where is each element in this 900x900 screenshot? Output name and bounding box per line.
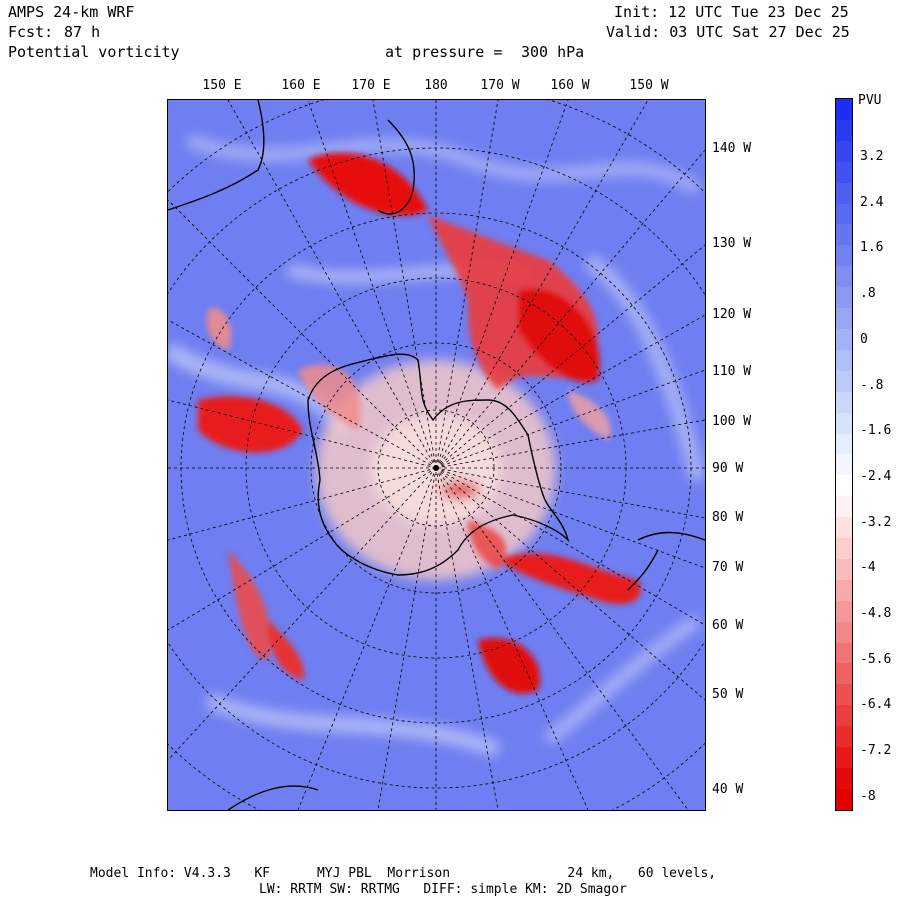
lon-label-160e: 160 E (281, 78, 321, 93)
southern-africa-hint (227, 785, 319, 810)
lon-label-50w: 50 W (712, 687, 744, 702)
colorbar-segment (836, 454, 852, 476)
lon-label-160w: 160 W (550, 78, 590, 93)
negative-pv-features (198, 152, 641, 694)
lon-label-120w: 120 W (712, 307, 752, 322)
colorbar-segment (836, 140, 852, 162)
lon-label-100w: 100 W (712, 414, 752, 429)
lon-label-170w: 170 W (480, 78, 520, 93)
colorbar-tick-label: -8 (860, 788, 876, 804)
colorbar-tick-label: -1.6 (860, 423, 892, 439)
colorbar-tick-label: -4.8 (860, 606, 892, 621)
colorbar-segment (836, 475, 852, 497)
colorbar-segment (836, 642, 852, 664)
colorbar-segment (836, 308, 852, 329)
model-info-line1: Model Info: V4.3.3 KF MYJ PBL Morrison 2… (90, 866, 717, 881)
colorbar-segment (836, 600, 852, 622)
colorbar-segment (836, 663, 852, 685)
colorbar-segment (836, 726, 852, 748)
lon-label-140w: 140 W (712, 141, 752, 156)
colorbar-segment (836, 328, 852, 350)
pv-map (167, 99, 706, 811)
forecast-label: Fcst: (8, 23, 54, 41)
colorbar-segment (836, 768, 852, 789)
colorbar-segment (836, 579, 852, 601)
colorbar-segment (836, 705, 852, 727)
field-name: Potential vorticity (8, 43, 180, 61)
lon-label-170e: 170 E (351, 78, 391, 93)
colorbar-segment (836, 99, 852, 120)
colorbar-segment (836, 747, 852, 768)
lon-label-70w: 70 W (712, 560, 744, 575)
lon-label-150e: 150 E (202, 78, 242, 93)
light-filaments (168, 133, 705, 758)
lon-label-150w: 150 W (629, 78, 669, 93)
colorbar-segment (836, 245, 852, 267)
tierra-del-fuego-coast (627, 549, 659, 591)
new-zealand-coast (377, 119, 415, 215)
colorbar-segment (836, 224, 852, 246)
south-america-coast (637, 531, 705, 541)
lon-label-60w: 60 W (712, 618, 744, 633)
colorbar-tick-label: 3.2 (860, 149, 884, 164)
lon-label-90w: 90 W (712, 461, 744, 476)
colorbar-segment (836, 391, 852, 413)
colorbar-segment (836, 412, 852, 434)
init-time: Init: 12 UTC Tue 23 Dec 25 (614, 3, 849, 21)
colorbar-segment (836, 621, 852, 643)
colorbar-tick-label: -3.2 (860, 514, 892, 530)
colorbar-segment (836, 370, 852, 392)
lon-label-80w: 80 W (712, 510, 744, 525)
colorbar-tick-label: -2.4 (860, 468, 892, 484)
colorbar-segment (836, 182, 852, 204)
colorbar-segment (836, 349, 852, 371)
colorbar (835, 98, 853, 811)
coastlines (168, 100, 705, 810)
lon-label-180: 180 (424, 78, 448, 93)
level-value: 300 hPa (521, 43, 585, 61)
colorbar-tick-label: -.8 (860, 377, 884, 393)
antarctica-coast (307, 353, 570, 576)
pv-field-plot (168, 100, 705, 810)
valid-time: Valid: 03 UTC Sat 27 Dec 25 (606, 23, 850, 41)
colorbar-segment (836, 266, 852, 288)
colorbar-segment (836, 558, 852, 580)
colorbar-segment (836, 517, 852, 539)
forecast-hours: 87 h (64, 23, 101, 41)
lon-label-110w: 110 W (712, 364, 752, 379)
colorbar-tick-label: -5.6 (860, 651, 892, 667)
colorbar-title: PVU (858, 93, 882, 108)
model-title: AMPS 24-km WRF (8, 3, 135, 21)
level-label: at pressure = (385, 43, 503, 61)
colorbar-tick-label: -6.4 (860, 697, 892, 713)
model-info-line2: LW: RRTM SW: RRTMG DIFF: simple KM: 2D S… (259, 882, 627, 897)
lon-label-40w: 40 W (712, 782, 744, 797)
colorbar-tick-label: -7.2 (860, 743, 892, 759)
australia-coast (168, 100, 265, 211)
lon-label-130w: 130 W (712, 236, 752, 251)
colorbar-segment (836, 538, 852, 559)
colorbar-segment (836, 287, 852, 309)
colorbar-segment (836, 161, 852, 183)
colorbar-segment (836, 433, 852, 455)
colorbar-segment (836, 119, 852, 141)
graticule (168, 100, 705, 810)
colorbar-tick-label: 1.6 (860, 240, 884, 256)
colorbar-tick-label: 2.4 (860, 194, 884, 210)
colorbar-segment (836, 684, 852, 706)
colorbar-tick-label: .8 (860, 286, 876, 302)
colorbar-segment (836, 788, 852, 810)
colorbar-segment (836, 496, 852, 518)
colorbar-tick-label: 0 (860, 331, 868, 347)
colorbar-segment (836, 203, 852, 225)
colorbar-tick-label: -4 (860, 560, 876, 576)
